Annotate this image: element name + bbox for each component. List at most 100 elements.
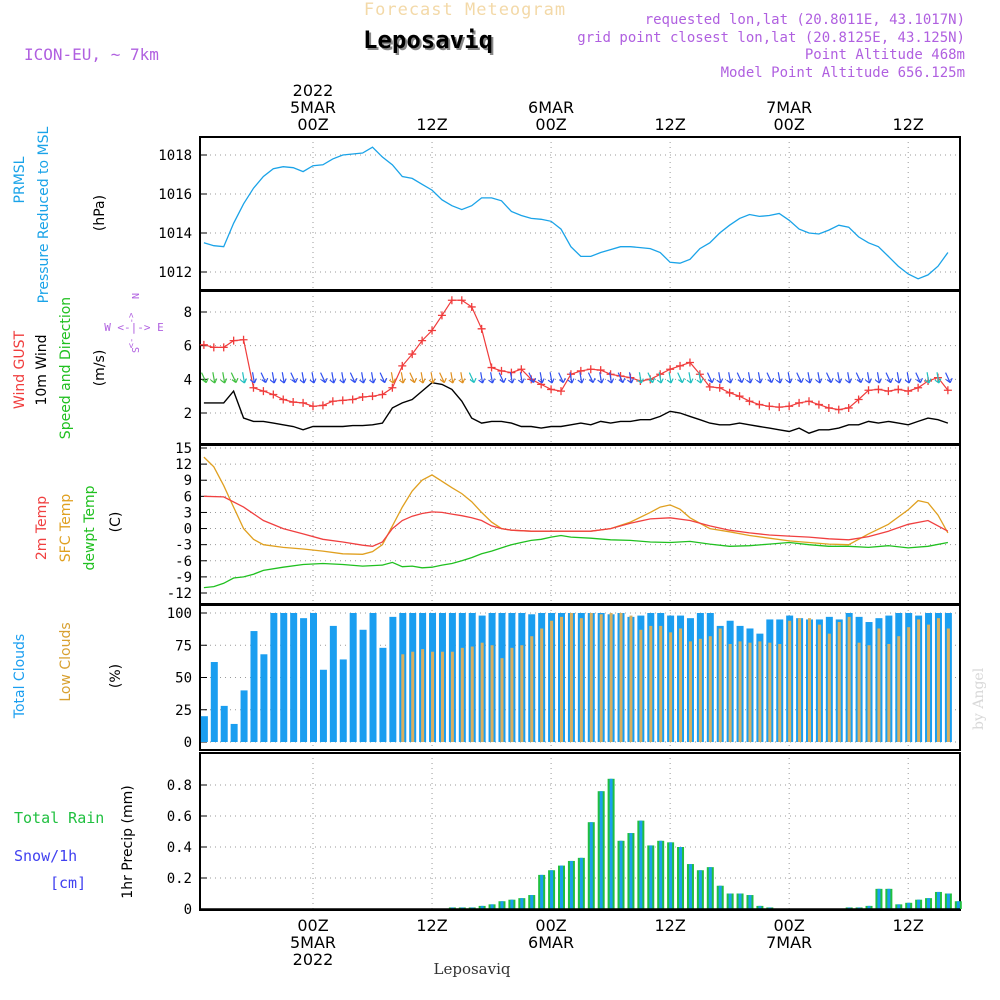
wind-panel: Wind GUST 10m Wind Speed and Direction (… — [12, 290, 961, 445]
gust-marker — [398, 361, 407, 370]
footer-location: Leposaviq — [434, 960, 511, 978]
low-cloud-bar — [817, 624, 821, 742]
precip-inner-bar — [649, 845, 653, 909]
low-cloud-bar — [530, 636, 534, 742]
gust-marker — [309, 402, 317, 411]
precip-inner-bar — [599, 791, 603, 909]
wind-direction-arrow — [815, 372, 823, 384]
point-altitude: Point Altitude 468m — [805, 47, 965, 63]
precip-panel: Total Rain Snow/1h [cm] 1hr Precip (mm) … — [14, 752, 962, 918]
wind-direction-arrow — [636, 372, 644, 384]
y-tick-label: 3 — [184, 505, 192, 521]
y-tick-label: 15 — [175, 441, 192, 457]
precip-inner-bar — [510, 899, 514, 909]
low-cloud-bar — [778, 643, 782, 742]
low-cloud-bar — [927, 624, 931, 742]
wind-direction-arrow — [448, 372, 456, 384]
y-tick-label: 2 — [184, 406, 192, 422]
wind-direction-arrow — [894, 372, 902, 384]
precip-inner-bar — [659, 840, 663, 909]
precip-inner-bar — [629, 833, 633, 909]
gust-marker — [467, 302, 476, 311]
bottom-time-label: 00Z — [535, 916, 566, 935]
wind-direction-arrow — [845, 372, 853, 384]
y-tick-label: 0.2 — [167, 871, 192, 887]
precip-inner-bar — [480, 905, 484, 909]
gust-marker — [299, 398, 308, 407]
gust-marker — [586, 365, 595, 374]
wind-direction-arrow — [507, 372, 515, 384]
wind-direction-arrow — [558, 372, 566, 384]
precip-inner-bar — [589, 822, 593, 909]
precip-inner-bar — [708, 867, 712, 909]
y-tick-label: 0 — [184, 735, 192, 751]
wind-direction-arrow — [369, 372, 377, 384]
precip-inner-bar — [490, 904, 494, 909]
low-cloud-bar — [520, 645, 524, 742]
low-cloud-bar — [609, 613, 613, 742]
low-cloud-bar — [679, 628, 683, 742]
low-cloud-bar — [401, 654, 405, 742]
gust-marker — [428, 326, 437, 335]
precip-inner-bar — [917, 899, 921, 909]
wind-direction-arrow — [498, 372, 507, 384]
precip-inner-bar — [679, 847, 683, 909]
gust-marker — [418, 336, 427, 345]
wind-direction-arrow — [537, 372, 545, 384]
gust-marker — [576, 366, 585, 375]
low-cloud-bar — [847, 616, 851, 742]
precip-inner-bar — [897, 904, 901, 909]
bottom-time-label: 12Z — [416, 916, 447, 935]
low-cloud-bar — [798, 618, 802, 742]
wind-direction-arrow — [577, 372, 585, 384]
wind-direction-arrow — [567, 372, 575, 384]
gust-marker — [824, 403, 833, 412]
temp-dewpt-label: dewpt Temp — [82, 485, 98, 570]
wind-direction-arrow — [478, 372, 486, 384]
product-title: Forecast Meteogram — [364, 0, 566, 20]
gust-marker — [864, 386, 873, 395]
wind-direction-arrow — [309, 372, 317, 384]
wind-direction-arrow — [290, 372, 299, 384]
low-cloud-bar — [440, 651, 444, 742]
low-cloud-bar — [579, 618, 583, 742]
wind-direction-arrow — [865, 372, 873, 384]
low-cloud-bar — [788, 620, 792, 742]
low-cloud-bar — [589, 613, 593, 742]
total-cloud-bar — [379, 647, 387, 742]
y-tick-label: 25 — [175, 703, 192, 719]
total-cloud-bar — [389, 616, 397, 742]
wind-direction-arrow — [716, 372, 724, 384]
pressure-unit: (hPa) — [92, 195, 108, 231]
gust-marker — [814, 400, 823, 409]
precip-inner-bar — [758, 905, 762, 909]
low-cloud-bar — [450, 651, 454, 742]
low-cloud-bar — [708, 636, 712, 742]
panel-frame — [199, 752, 961, 911]
wind-direction-arrow — [706, 372, 715, 384]
y-tick-label: 0 — [184, 522, 192, 538]
gust-marker — [457, 296, 466, 305]
low-cloud-bar — [500, 658, 504, 742]
model-point-altitude: Model Point Altitude 656.125m — [721, 65, 965, 81]
y-tick-label: 1014 — [158, 226, 192, 242]
gust-marker — [477, 324, 486, 333]
low-cloud-bar — [550, 620, 554, 742]
precip-inner-bar — [847, 907, 851, 909]
y-tick-label: -12 — [167, 586, 192, 602]
low-cloud-bar — [827, 633, 831, 742]
bottom-time-label: 2022 — [293, 950, 334, 969]
gust-marker — [715, 383, 724, 392]
y-tick-label: 9 — [184, 473, 192, 489]
y-tick-label: 1016 — [158, 187, 192, 203]
low-cloud-bar — [490, 645, 494, 742]
total-cloud-bar — [349, 613, 357, 742]
gust-marker — [705, 382, 714, 391]
wind-direction-arrow — [597, 372, 605, 384]
top-time-label: 6MAR — [528, 98, 574, 117]
total-cloud-bar — [339, 659, 347, 742]
total-cloud-bar — [300, 618, 308, 742]
total-cloud-bar — [200, 716, 208, 742]
total-cloud-bar — [310, 613, 317, 742]
wind-direction-arrow — [696, 372, 704, 384]
